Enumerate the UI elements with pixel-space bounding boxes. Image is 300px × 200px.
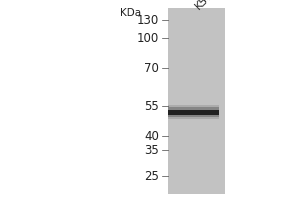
Text: 35: 35: [144, 144, 159, 156]
Text: 70: 70: [144, 62, 159, 75]
Text: 25: 25: [144, 170, 159, 182]
Text: K562: K562: [194, 0, 220, 11]
Text: 100: 100: [137, 31, 159, 45]
Bar: [168, 107, 219, 117]
Bar: [168, 110, 219, 114]
Bar: [168, 8, 225, 194]
Text: 55: 55: [144, 99, 159, 112]
Text: 40: 40: [144, 130, 159, 142]
Text: 130: 130: [137, 14, 159, 26]
Bar: [168, 105, 219, 119]
Text: KDa: KDa: [120, 8, 141, 18]
